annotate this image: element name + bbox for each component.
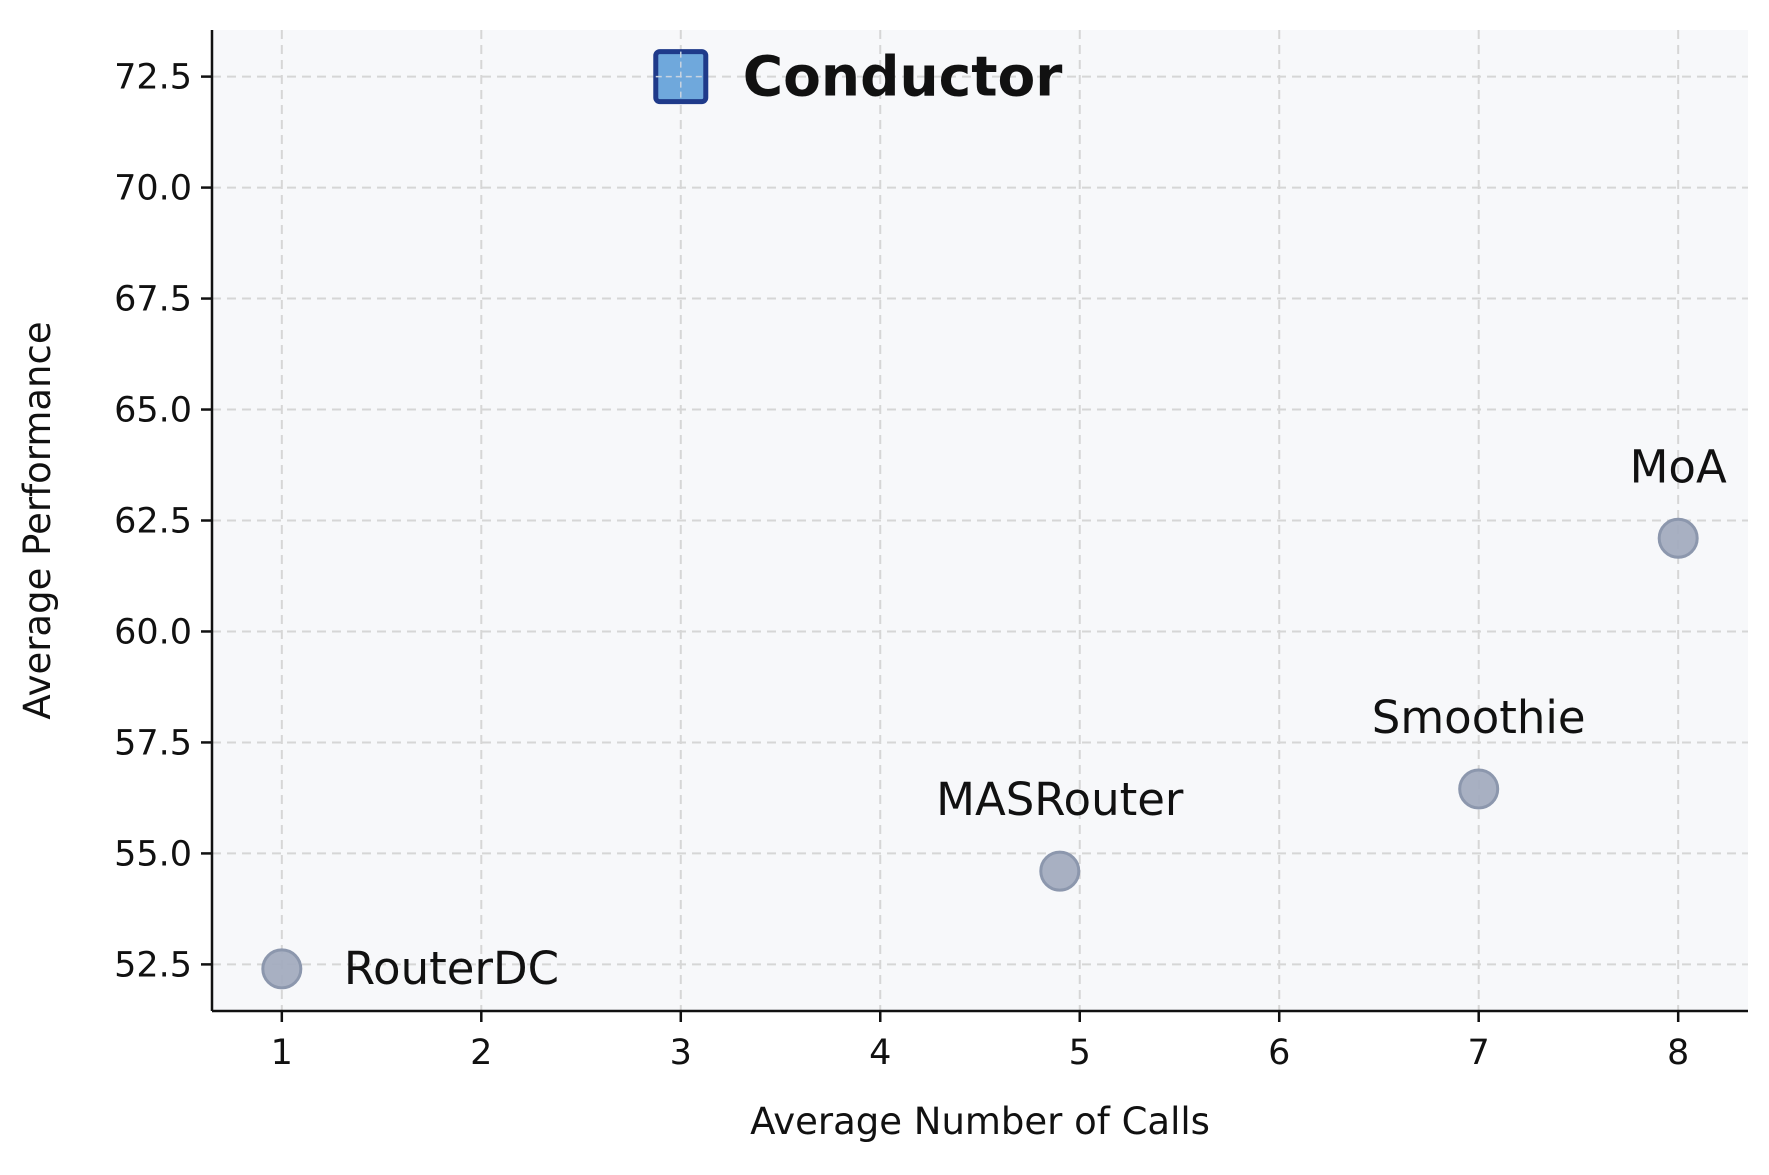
point-labels: Conductor MoA Smoothie MASRouter RouterDC xyxy=(344,45,1727,995)
y-tick-label: 60.0 xyxy=(114,612,192,652)
y-tick-label: 52.5 xyxy=(114,945,192,985)
point-smoothie xyxy=(1458,768,1500,810)
x-tick-label: 8 xyxy=(1667,1033,1689,1073)
y-tick-label: 67.5 xyxy=(114,280,192,320)
tick-labels: 1 2 3 4 5 6 7 8 52.5 55.0 57.5 60.0 62.5 65.0 67.5 70.0… xyxy=(114,58,1689,1073)
point-label-conductor: Conductor xyxy=(743,45,1063,109)
x-tick-label: 1 xyxy=(271,1033,293,1073)
x-tick-label: 3 xyxy=(670,1033,692,1073)
point-masrouter xyxy=(1039,850,1081,892)
point-moa xyxy=(1657,517,1699,559)
y-tick-label: 70.0 xyxy=(114,169,192,209)
axes xyxy=(201,30,1748,1022)
x-tick-label: 2 xyxy=(470,1033,492,1073)
point-label-moa: MoA xyxy=(1630,440,1727,493)
x-tick-label: 4 xyxy=(869,1033,891,1073)
x-tick-label: 5 xyxy=(1069,1033,1091,1073)
x-tick-label: 7 xyxy=(1468,1033,1490,1073)
x-tick-label: 6 xyxy=(1268,1033,1290,1073)
y-tick-label: 57.5 xyxy=(114,723,192,763)
y-tick-label: 62.5 xyxy=(114,502,192,542)
point-label-masrouter: MASRouter xyxy=(936,773,1184,826)
grid xyxy=(212,30,1748,1011)
point-label-smoothie: Smoothie xyxy=(1372,691,1586,744)
x-axis-title: Average Number of Calls xyxy=(750,1100,1210,1143)
y-tick-label: 55.0 xyxy=(114,834,192,874)
y-axis-title: Average Performance xyxy=(16,321,59,719)
y-tick-label: 72.5 xyxy=(114,58,192,98)
point-routerdc xyxy=(261,948,303,990)
data-points xyxy=(261,49,1699,990)
point-label-routerdc: RouterDC xyxy=(344,942,559,995)
y-tick-label: 65.0 xyxy=(114,391,192,431)
